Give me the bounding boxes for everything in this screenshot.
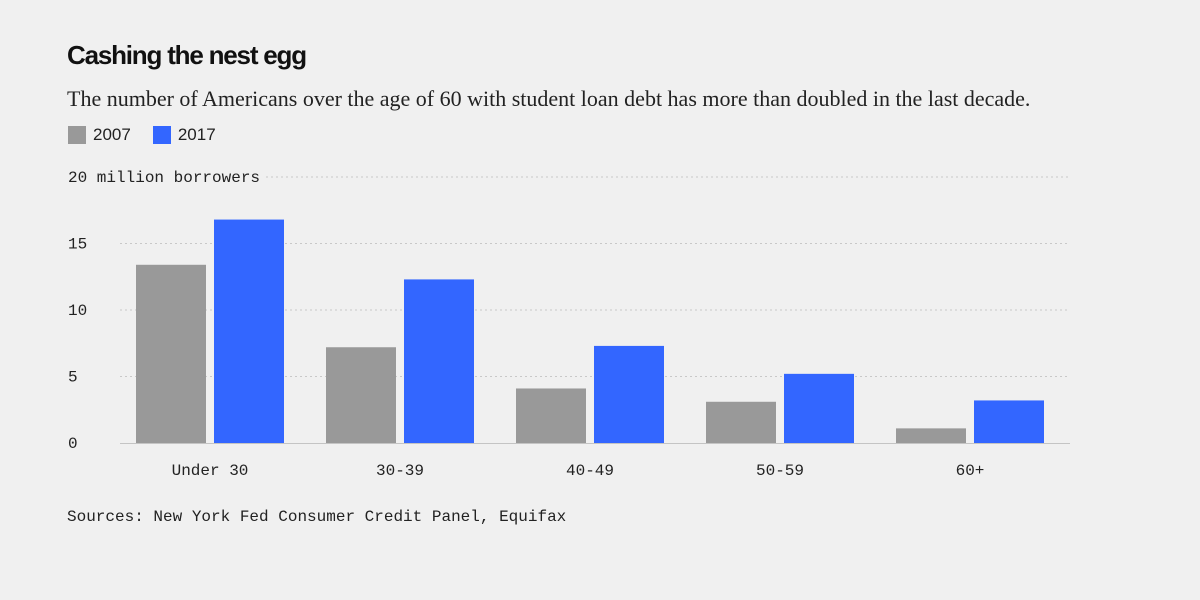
source-note: Sources: New York Fed Consumer Credit Pa… xyxy=(67,508,567,526)
bar-2017-60- xyxy=(974,400,1044,443)
y-tick-label: 15 xyxy=(68,236,87,254)
legend-label-2017: 2017 xyxy=(177,125,216,144)
chart-title: Cashing the nest egg xyxy=(67,40,307,70)
bar-2007-under-30 xyxy=(136,264,206,443)
legend-swatch-2017 xyxy=(152,126,171,144)
y-tick-label: 10 xyxy=(68,302,87,320)
legend-item-2007: 2007 xyxy=(68,125,131,145)
legend-label-2007: 2007 xyxy=(93,125,131,144)
bar-2017-40-49 xyxy=(594,345,664,443)
bar-2007-30-39 xyxy=(326,347,396,443)
legend-item-2017: 2017 xyxy=(152,125,216,145)
legend-swatch-2007 xyxy=(68,126,86,144)
chart-subtitle: The number of Americans over the age of … xyxy=(67,86,1031,111)
bar-2017-under-30 xyxy=(214,219,284,443)
bar-2007-50-59 xyxy=(706,401,776,443)
y-tick-label: 20 million borrowers xyxy=(68,169,260,187)
x-tick-label: 60+ xyxy=(956,462,985,480)
bar-2007-40-49 xyxy=(516,388,586,443)
x-tick-label: 30-39 xyxy=(376,462,424,480)
y-tick-label: 5 xyxy=(68,369,78,387)
x-tick-label: 50-59 xyxy=(756,462,804,480)
x-tick-label: Under 30 xyxy=(172,462,249,480)
y-tick-label: 0 xyxy=(68,435,78,453)
legend: 2007 2017 xyxy=(68,125,238,145)
bar-2017-50-59 xyxy=(784,373,854,443)
bar-2017-30-39 xyxy=(404,279,474,443)
x-tick-label: 40-49 xyxy=(566,462,614,480)
bar-2007-60- xyxy=(896,428,966,443)
